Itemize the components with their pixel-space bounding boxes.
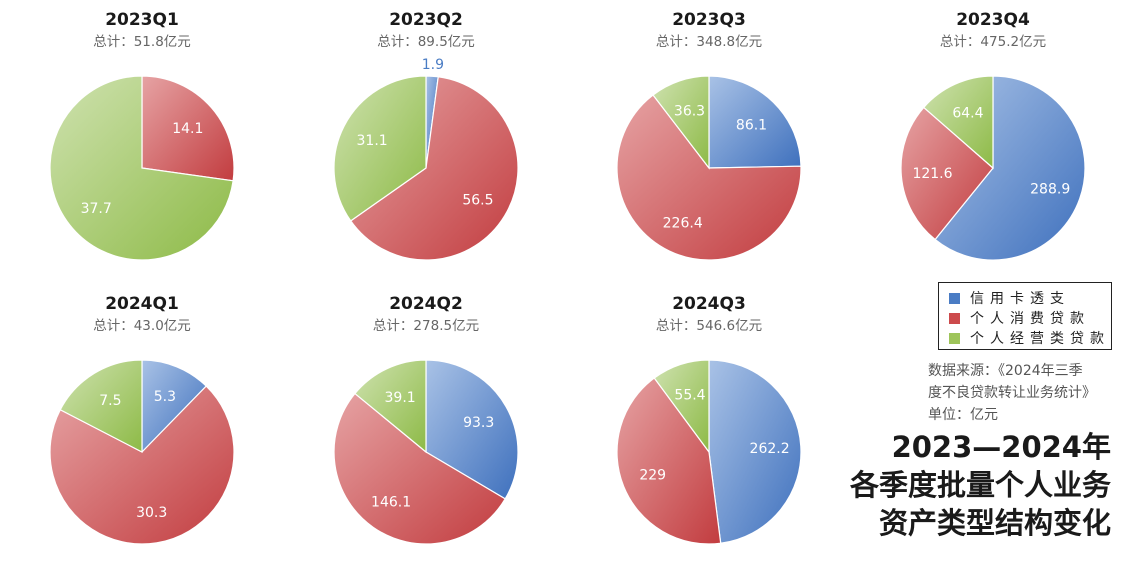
chart-title: 2024Q2 bbox=[389, 294, 463, 314]
data-label: 86.1 bbox=[736, 118, 767, 134]
pie-slice-business bbox=[922, 75, 994, 170]
main-title-line: 2023—2024年 bbox=[891, 430, 1111, 464]
data-label: 36.3 bbox=[674, 104, 705, 120]
unit-note: 单位：亿元 bbox=[928, 407, 998, 423]
pie-slice-consumer bbox=[349, 76, 519, 261]
pie-slice-business bbox=[652, 75, 710, 170]
pie-slice-business bbox=[59, 359, 143, 453]
pie-slice-card bbox=[708, 75, 802, 169]
data-label: 7.5 bbox=[99, 393, 121, 409]
chart-title: 2023Q1 bbox=[105, 10, 179, 30]
pie-slice-business bbox=[653, 359, 710, 454]
pie-chart-2023Q1: 2023Q1 总计：51.8亿元 14.1 37.7 bbox=[49, 10, 235, 261]
legend-label: 个人经营类贷款 bbox=[970, 331, 1110, 347]
data-label: 39.1 bbox=[385, 390, 416, 406]
pie-slice-card bbox=[708, 359, 802, 544]
legend-swatch-business bbox=[949, 332, 960, 344]
legend-label: 个人消费贷款 bbox=[970, 311, 1090, 327]
main-title-line: 资产类型结构变化 bbox=[878, 506, 1111, 540]
source-line: 数据来源：《2024年三季 bbox=[928, 363, 1083, 379]
data-label: 64.4 bbox=[952, 106, 983, 122]
data-label: 288.9 bbox=[1030, 181, 1070, 197]
data-label: 55.4 bbox=[674, 387, 705, 403]
main-title-line: 各季度批量个人业务 bbox=[849, 468, 1111, 502]
legend-item-business: 个人经营类贷款 bbox=[949, 328, 1111, 348]
legend-item-consumer: 个人消费贷款 bbox=[949, 308, 1111, 328]
chart-subtitle: 总计：348.8亿元 bbox=[656, 34, 762, 50]
data-label: 93.3 bbox=[463, 415, 494, 431]
legend-label: 信用卡透支 bbox=[970, 291, 1070, 307]
chart-title: 2024Q1 bbox=[105, 294, 179, 314]
source-line: 度不良贷款转让业务统计》 bbox=[928, 385, 1096, 401]
pie-slice-business bbox=[354, 359, 427, 454]
pie-chart-2024Q1: 2024Q1 总计：43.0亿元 5.3 30.3 7.5 bbox=[49, 294, 235, 545]
pie-slice-consumer bbox=[616, 94, 802, 261]
chart-subtitle: 总计：278.5亿元 bbox=[373, 318, 479, 334]
chart-subtitle: 总计：51.8亿元 bbox=[93, 34, 191, 50]
pie-chart-2023Q4: 2023Q4 总计：475.2亿元 288.9 121.6 64.4 bbox=[900, 10, 1086, 261]
data-label: 56.5 bbox=[462, 193, 493, 209]
chart-subtitle: 总计：546.6亿元 bbox=[656, 318, 762, 334]
legend: 信用卡透支 个人消费贷款 个人经营类贷款 bbox=[938, 282, 1112, 350]
pie-chart-2023Q2: 2023Q2 总计：89.5亿元 1.9 56.5 31.1 bbox=[333, 10, 519, 261]
data-label: 229 bbox=[639, 468, 666, 484]
chart-title: 2023Q4 bbox=[956, 10, 1030, 30]
pie-chart-2023Q3: 2023Q3 总计：348.8亿元 86.1 226.4 36.3 bbox=[616, 10, 802, 261]
data-label: 121.6 bbox=[912, 166, 952, 182]
pie-slice-consumer bbox=[49, 385, 235, 545]
main-title: 2023—2024年 各季度批量个人业务 资产类型结构变化 bbox=[850, 428, 1111, 542]
data-label: 226.4 bbox=[663, 216, 703, 232]
pie-slice-card bbox=[425, 359, 519, 500]
source-note: 数据来源：《2024年三季 度不良贷款转让业务统计》 单位：亿元 bbox=[928, 360, 1096, 426]
chart-subtitle: 总计：89.5亿元 bbox=[377, 34, 475, 50]
data-label: 14.1 bbox=[172, 121, 203, 137]
chart-subtitle: 总计：43.0亿元 bbox=[93, 318, 191, 334]
data-label: 37.7 bbox=[81, 201, 112, 217]
pie-slice-consumer bbox=[900, 106, 994, 241]
legend-swatch-card bbox=[949, 292, 960, 304]
pie-chart-2024Q2: 2024Q2 总计：278.5亿元 93.3 146.1 39.1 bbox=[333, 294, 519, 545]
pie-slice-consumer bbox=[141, 75, 235, 182]
chart-title: 2023Q3 bbox=[672, 10, 746, 30]
chart-subtitle: 总计：475.2亿元 bbox=[940, 34, 1046, 50]
chart-title: 2023Q2 bbox=[389, 10, 463, 30]
pie-chart-2024Q3: 2024Q3 总计：546.6亿元 262.2 229 55.4 bbox=[616, 294, 802, 545]
chart-title: 2024Q3 bbox=[672, 294, 746, 314]
pie-slice-card bbox=[934, 75, 1086, 261]
pie-slice-card bbox=[141, 359, 208, 454]
data-label: 5.3 bbox=[154, 389, 176, 405]
pie-slice-consumer bbox=[333, 392, 507, 545]
data-label: 262.2 bbox=[750, 441, 790, 457]
data-label: 31.1 bbox=[357, 133, 388, 149]
data-label: 30.3 bbox=[136, 505, 167, 521]
pie-slice-consumer bbox=[616, 377, 722, 545]
data-label: 1.9 bbox=[422, 57, 444, 73]
legend-item-card: 信用卡透支 bbox=[949, 288, 1111, 308]
legend-swatch-consumer bbox=[949, 312, 960, 324]
pie-slice-business bbox=[333, 75, 427, 222]
data-label: 146.1 bbox=[371, 495, 411, 511]
pie-slice-business bbox=[49, 75, 234, 261]
